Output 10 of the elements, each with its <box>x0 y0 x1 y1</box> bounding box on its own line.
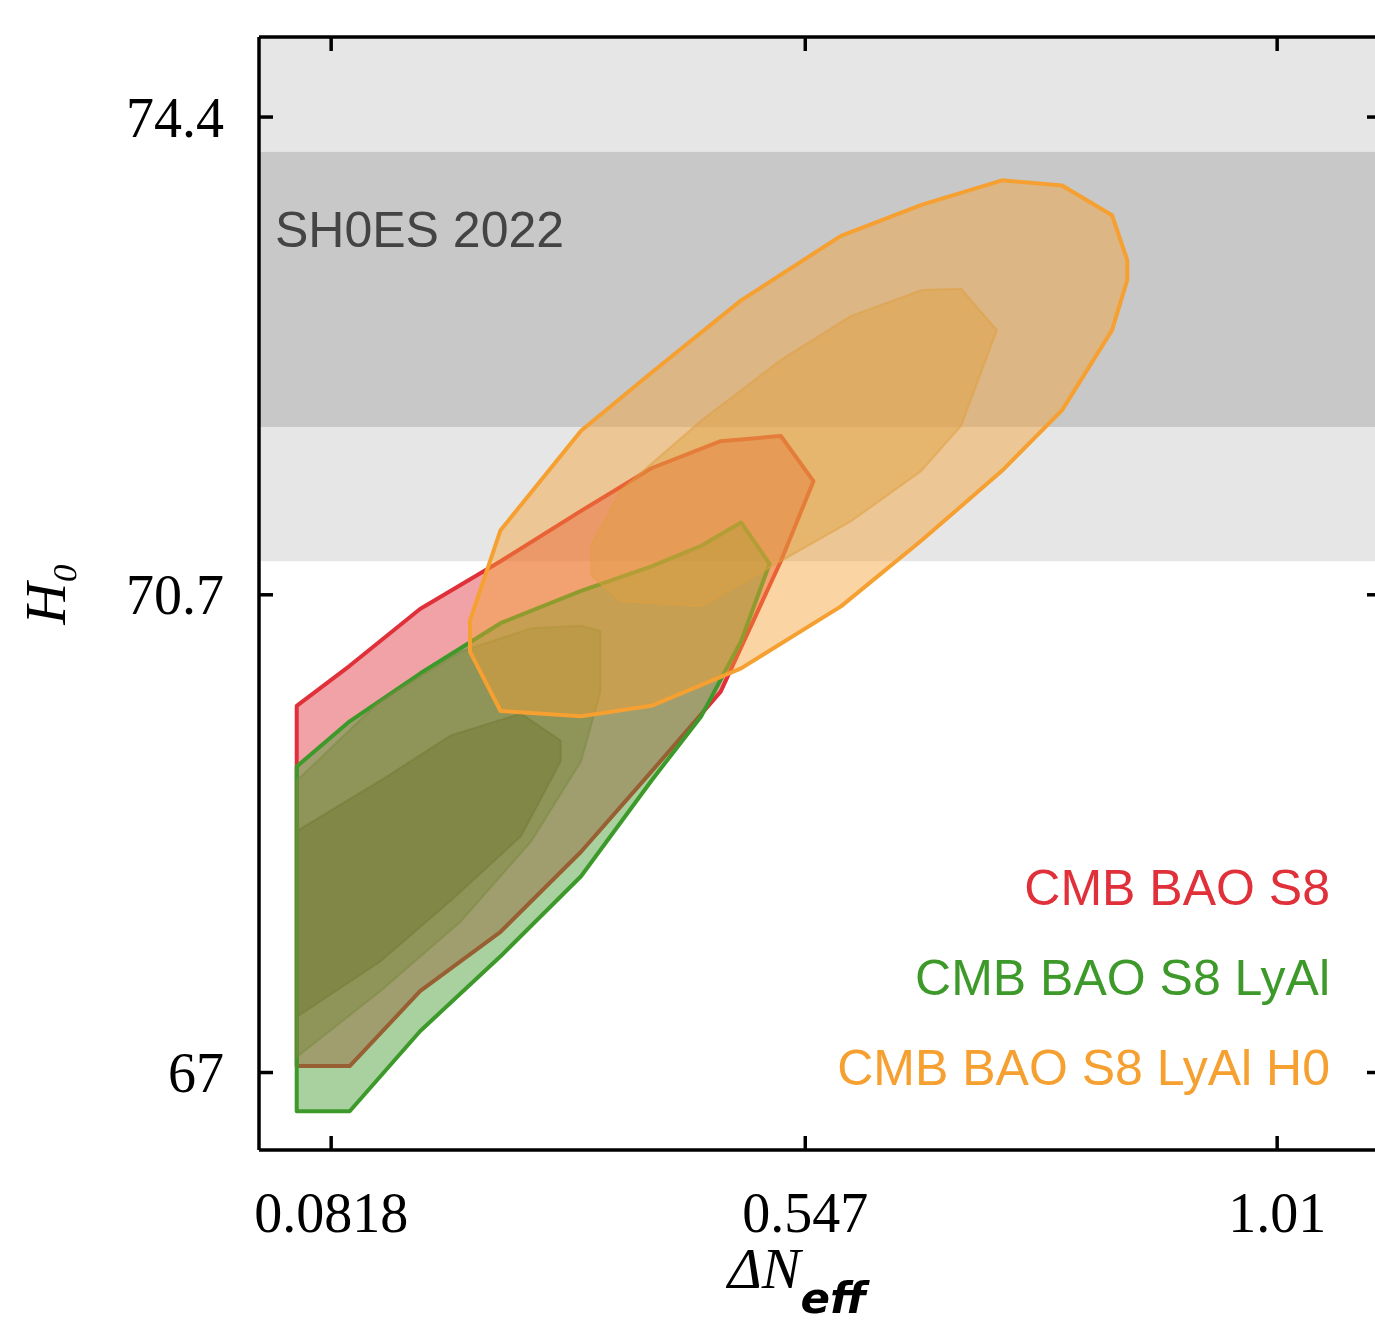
y-tick-label: 74.4 <box>126 86 224 149</box>
y-tick-label: 70.7 <box>126 564 224 627</box>
x-tick-label: 0.0818 <box>254 1182 409 1244</box>
text: CMB BAO S8 LyAl <box>915 950 1330 1006</box>
y-axis-title: H₀ <box>13 562 78 626</box>
x-tick-label: 1.01 <box>1228 1182 1327 1244</box>
text: CMB BAO S8 <box>1024 860 1330 916</box>
y-tick-label: 67 <box>168 1042 224 1105</box>
text: CMB BAO S8 LyAl H0 <box>837 1040 1330 1096</box>
band-label: SH0ES 2022 <box>275 201 565 258</box>
